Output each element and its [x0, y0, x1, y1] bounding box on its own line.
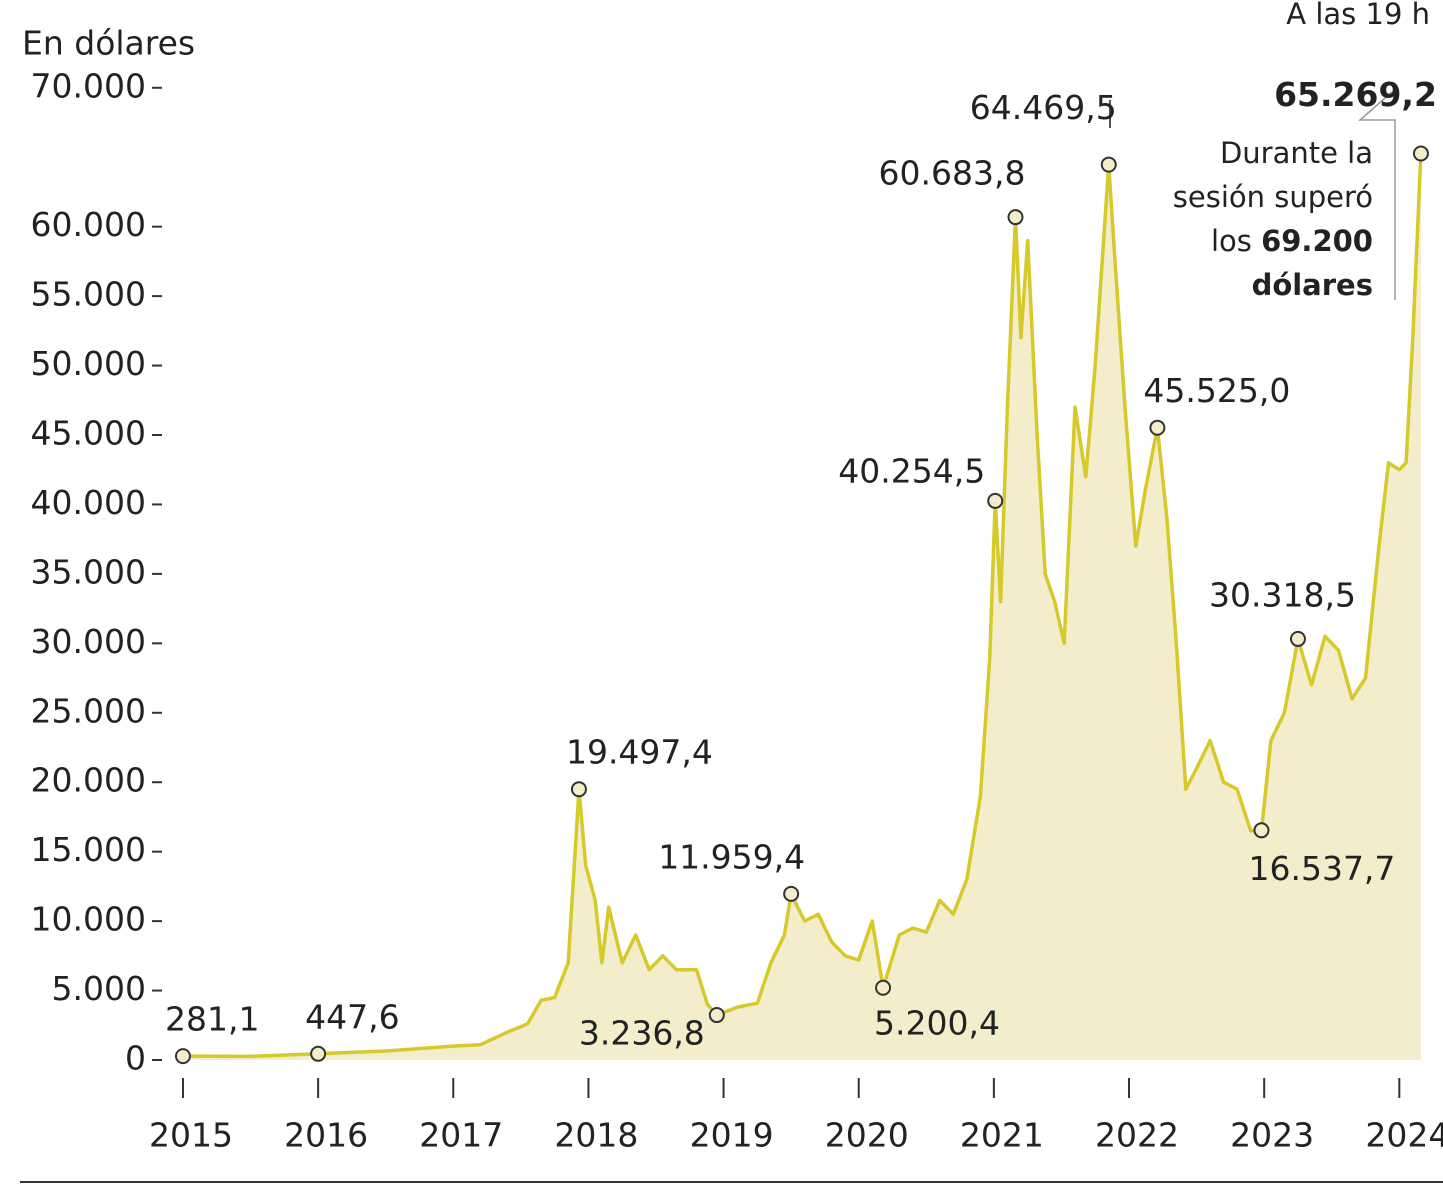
x-tick-label: 2016: [284, 1116, 368, 1155]
highlight-point: [708, 1007, 725, 1024]
y-tick-label: 60.000: [31, 205, 146, 244]
y-tick-label: 20.000: [31, 761, 146, 800]
x-tick-label: 2019: [690, 1116, 774, 1155]
y-tick-label: 10.000: [31, 900, 146, 939]
x-tick-label: 2015: [149, 1116, 233, 1155]
highlight-point: [1412, 145, 1429, 162]
y-tick-label: 70.000: [31, 66, 146, 105]
value-label: 3.236,8: [579, 1014, 705, 1053]
time-note: A las 19 h: [1286, 0, 1430, 31]
note-bold: 69.200: [1261, 224, 1373, 258]
area: [183, 153, 1421, 1060]
y-tick-label: 25.000: [31, 691, 146, 730]
note-text: los: [1211, 224, 1252, 258]
y-tick-label: 55.000: [31, 275, 146, 314]
highlight-point: [1007, 209, 1024, 226]
leader-line: [1358, 91, 1396, 300]
value-label: 11.959,4: [658, 837, 805, 876]
highlight-point: [987, 492, 1004, 509]
value-label: 30.318,5: [1209, 575, 1356, 614]
value-label: 16.537,7: [1248, 849, 1395, 888]
y-tick-label: 40.000: [31, 483, 146, 522]
value-label: 45.525,0: [1143, 371, 1290, 410]
y-tick-label: 15.000: [31, 830, 146, 869]
note-line: sesión superó: [1173, 180, 1373, 214]
x-tick-label: 2021: [960, 1116, 1044, 1155]
highlight-point: [570, 781, 587, 798]
y-axis-label: En dólares: [22, 24, 195, 63]
note-line: los 69.200: [1211, 224, 1373, 258]
y-tick-label: 35.000: [31, 552, 146, 591]
value-label: 5.200,4: [874, 1003, 1000, 1042]
y-tick-label: 30.000: [31, 622, 146, 661]
note: Durante la sesión superó los 69.200 dóla…: [1109, 91, 1396, 302]
y-tick-label: 5.000: [52, 969, 146, 1008]
x-tick-label: 2022: [1095, 1116, 1179, 1155]
highlight-point: [310, 1045, 327, 1062]
x-tick-label: 2023: [1230, 1116, 1314, 1155]
note-line: Durante la: [1220, 136, 1373, 170]
highlight-point: [1149, 419, 1166, 436]
y-tick-label: 50.000: [31, 344, 146, 383]
value-label: 281,1: [165, 1000, 259, 1039]
x-tick-label: 2017: [419, 1116, 503, 1155]
value-label: 64.469,5: [970, 88, 1117, 127]
note-bold: dólares: [1252, 268, 1373, 302]
highlight-point: [1289, 630, 1306, 647]
highlight-point: [783, 885, 800, 902]
value-label: 60.683,8: [879, 154, 1026, 193]
x-tick-label: 2018: [554, 1116, 638, 1155]
highlight-point: [1253, 822, 1270, 839]
value-label: 19.497,4: [566, 733, 713, 772]
y-tick-label: 45.000: [31, 414, 146, 453]
x-tick-label: 2024: [1365, 1116, 1443, 1155]
highlight-point: [875, 979, 892, 996]
value-label: 447,6: [305, 997, 399, 1036]
x-tick-label: 2020: [825, 1116, 909, 1155]
y-tick-label: 0: [125, 1039, 146, 1078]
value-label: 40.254,5: [838, 451, 985, 490]
value-label: 65.269,2: [1274, 75, 1437, 114]
highlight-point: [1100, 156, 1117, 173]
highlight-point: [174, 1048, 191, 1065]
